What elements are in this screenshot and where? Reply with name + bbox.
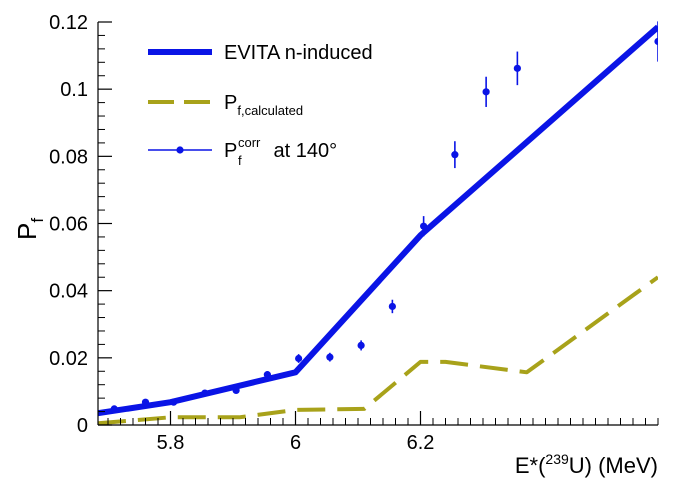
data-point <box>263 371 271 379</box>
data-point <box>420 222 428 230</box>
x-tick-label: 6.2 <box>407 432 435 454</box>
y-tick-label: 0.06 <box>49 214 88 236</box>
series-line-0 <box>98 24 658 417</box>
data-point <box>170 398 178 406</box>
y-tick-label: 0.02 <box>49 348 88 370</box>
axes: 0 0.02 0.04 0.06 0.08 0.1 0.12 5.8 6 6.2 E*(239U) … <box>12 12 659 478</box>
x-tick-label: 5.8 <box>157 432 185 454</box>
x-tick-label: 6 <box>290 432 301 454</box>
data-point <box>482 88 490 96</box>
data-point <box>513 64 521 72</box>
data-point <box>110 405 118 413</box>
data-point <box>141 398 150 406</box>
y-tick-label: 0 <box>77 415 88 437</box>
y-tick-label: 0.08 <box>49 146 88 168</box>
legend-label-2: Pcorr f at 140° <box>224 135 337 168</box>
data-point <box>201 389 209 397</box>
y-tick-label: 0.1 <box>60 79 88 101</box>
y-axis-label: Pf <box>12 218 47 240</box>
legend-label-0: EVITA n-induced <box>224 42 373 64</box>
data-point <box>326 353 334 361</box>
data-point <box>654 37 658 46</box>
data-point <box>388 302 396 311</box>
y-tick-label: 0.12 <box>49 12 88 34</box>
y-tick-label: 0.04 <box>49 281 88 303</box>
plot-area <box>98 21 658 425</box>
legend: EVITA n-induced Pf,calculated Pcorr f at 14… <box>148 42 373 168</box>
data-point <box>295 354 303 363</box>
data-point <box>232 386 240 395</box>
x-axis-label: E*(239U) (MeV) <box>515 451 658 478</box>
series-line-1 <box>98 275 658 425</box>
data-point <box>357 341 365 350</box>
legend-label-1: Pf,calculated <box>224 92 303 118</box>
data-point <box>451 151 459 159</box>
legend-swatch-marker-2 <box>176 146 184 154</box>
